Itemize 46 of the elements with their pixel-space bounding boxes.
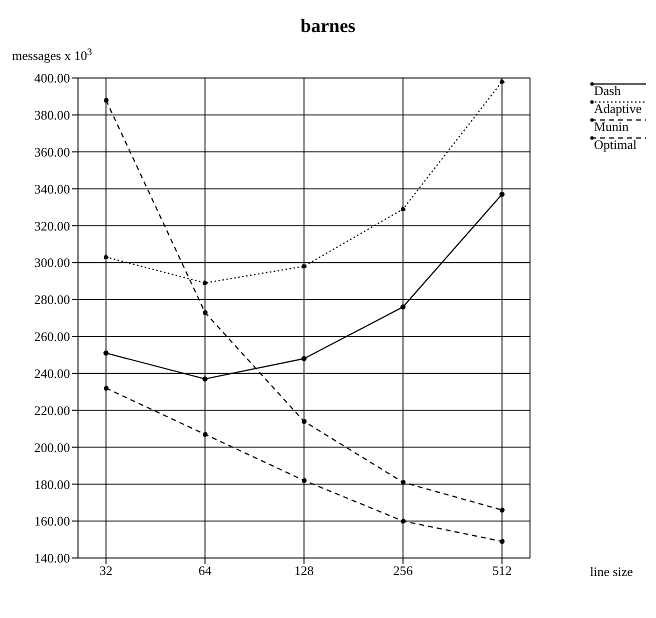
y-tick-label: 200.00 <box>34 440 70 455</box>
y-tick-label: 380.00 <box>34 108 70 123</box>
y-tick-label: 240.00 <box>34 366 70 381</box>
point <box>499 79 505 84</box>
y-tick-label: 320.00 <box>34 218 70 234</box>
x-tick-label: 512 <box>492 563 512 578</box>
legend-label: Optimal <box>594 137 637 152</box>
point <box>499 507 505 513</box>
point <box>103 98 109 103</box>
x-tick-label: 128 <box>294 563 314 578</box>
point <box>103 254 109 260</box>
y-axis-title: messages x 10$^{3}$ <box>12 46 92 63</box>
x-tick-label: 32 <box>100 563 112 578</box>
point <box>202 432 208 437</box>
y-tick-label: 180.00 <box>34 476 70 492</box>
y-tick-label: 160.00 <box>34 514 70 529</box>
legend-label: Adaptive <box>594 101 642 116</box>
point <box>301 418 307 424</box>
point <box>301 356 307 362</box>
point <box>499 538 505 544</box>
x-axis-title: line size <box>590 564 634 579</box>
point <box>301 478 307 484</box>
point <box>202 310 208 316</box>
x-tick-label: 64 <box>198 563 212 578</box>
point <box>202 376 208 382</box>
y-tick-label: 220.00 <box>34 402 70 418</box>
point <box>400 480 406 485</box>
y-tick-label: 400.00 <box>34 70 70 86</box>
point <box>103 350 109 356</box>
point <box>400 518 406 524</box>
chart-title: barnes <box>300 16 356 37</box>
legend-label: Munin <box>594 119 629 134</box>
y-tick-label: 360.00 <box>34 144 70 160</box>
point <box>400 304 406 310</box>
point <box>400 206 406 212</box>
y-tick-label: 260.00 <box>34 329 70 344</box>
y-tick-label: 280.00 <box>34 292 70 308</box>
y-tick-label: 140.00 <box>34 550 70 566</box>
point <box>202 280 208 286</box>
y-tick-label: 340.00 <box>34 181 70 196</box>
legend-label: Dash <box>594 83 621 98</box>
point <box>103 386 109 391</box>
x-tick-label: 256 <box>393 563 414 578</box>
y-tick-label: 300.00 <box>34 255 70 270</box>
point <box>499 192 505 197</box>
point <box>301 264 307 269</box>
